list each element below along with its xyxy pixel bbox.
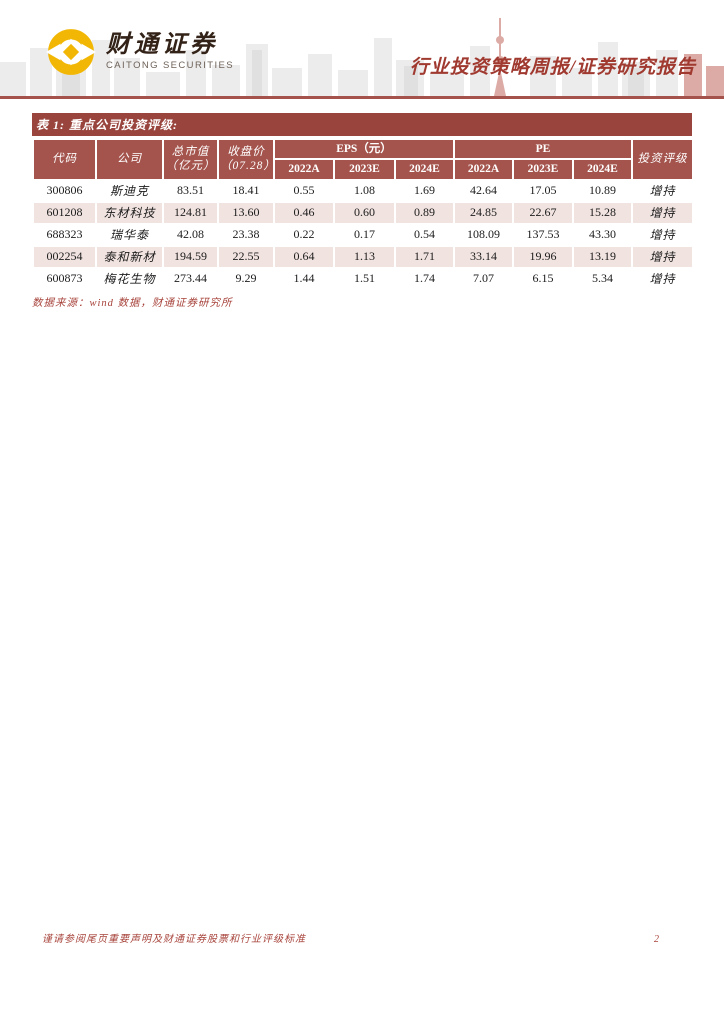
cell-company: 梅花生物: [95, 266, 164, 291]
cell-eps-2023e: 1.08: [333, 178, 396, 203]
cell-pe-2023e: 17.05: [512, 178, 575, 203]
cell-rating: 增持: [631, 178, 695, 203]
cell-market-cap: 42.08: [162, 222, 219, 247]
col-header-company: 公司: [95, 138, 164, 181]
cell-eps-2024e: 0.54: [393, 222, 456, 247]
company-logo: 财通证券 CAITONG SECURITIES: [46, 27, 234, 77]
cell-pe-2023e: 22.67: [512, 200, 575, 225]
cell-pe-2024e: 10.89: [572, 178, 634, 203]
table-row: 688323 瑞华泰 42.08 23.38 0.22 0.17 0.54 10…: [32, 222, 695, 247]
cell-eps-2023e: 1.51: [333, 266, 396, 291]
caitong-coin-icon: [46, 29, 96, 75]
cell-company: 泰和新材: [95, 244, 164, 269]
col-header-market-cap: 总市值 （亿元）: [162, 138, 219, 181]
cell-pe-2024e: 5.34: [572, 266, 634, 291]
logo-text: 财通证券 CAITONG SECURITIES: [106, 31, 234, 72]
cell-eps-2024e: 0.89: [393, 200, 456, 225]
table-header-row-1: 代码 公司 总市值 （亿元） 收盘价 （07.28） EPS（元） PE 投资评…: [32, 137, 695, 181]
eps-year-2024E: 2024E: [393, 158, 456, 181]
cell-company: 东材科技: [95, 200, 164, 225]
market-cap-line1: 总市值: [171, 146, 210, 158]
cell-rating: 增持: [631, 266, 695, 291]
cell-eps-2023e: 0.17: [333, 222, 396, 247]
page-header: 财通证券 CAITONG SECURITIES 行业投资策略周报/证券研究报告: [0, 0, 724, 99]
col-group-eps: EPS（元）: [272, 137, 456, 161]
cell-close: 22.55: [217, 244, 275, 269]
cell-eps-2022a: 0.46: [273, 200, 335, 225]
pe-year-2024E: 2024E: [572, 158, 634, 181]
cell-rating: 增持: [631, 200, 695, 225]
cell-pe-2022a: 108.09: [453, 222, 515, 247]
table-row: 600873 梅花生物 273.44 9.29 1.44 1.51 1.74 7…: [32, 266, 695, 291]
cell-pe-2024e: 13.19: [572, 244, 634, 269]
table-title: 表 1: 重点公司投资评级:: [32, 113, 692, 138]
col-header-close-price: 收盘价 （07.28）: [217, 138, 276, 181]
cell-eps-2024e: 1.71: [393, 244, 456, 269]
cell-pe-2023e: 19.96: [512, 244, 575, 269]
cell-eps-2022a: 0.22: [273, 222, 335, 247]
table-row: 300806 斯迪克 83.51 18.41 0.55 1.08 1.69 42…: [32, 178, 695, 203]
eps-year-2023E: 2023E: [333, 158, 396, 181]
cell-pe-2022a: 7.07: [453, 266, 515, 291]
cell-company: 斯迪克: [95, 178, 164, 203]
close-price-line1: 收盘价: [227, 146, 265, 158]
cell-rating: 增持: [631, 222, 695, 247]
skyline-watermark: [0, 18, 724, 96]
cell-close: 18.41: [217, 178, 275, 203]
table-row: 601208 东材科技 124.81 13.60 0.46 0.60 0.89 …: [32, 200, 695, 225]
page-footer: 谨请参阅尾页重要声明及财通证券股票和行业评级标准 2: [42, 930, 660, 945]
cell-pe-2022a: 33.14: [453, 244, 515, 269]
cell-rating: 增持: [631, 244, 695, 269]
cell-market-cap: 124.81: [162, 200, 219, 225]
cell-market-cap: 273.44: [162, 266, 219, 291]
data-source-note: 数据来源：wind 数据，财通证券研究所: [32, 297, 233, 309]
pe-year-2022A: 2022A: [453, 158, 515, 181]
cell-market-cap: 194.59: [162, 244, 219, 269]
cell-eps-2023e: 1.13: [333, 244, 396, 269]
logo-name-en: CAITONG SECURITIES: [106, 60, 234, 72]
cell-pe-2022a: 42.64: [453, 178, 515, 203]
cell-code: 600873: [32, 266, 97, 291]
cell-pe-2022a: 24.85: [453, 200, 515, 225]
eps-year-2022A: 2022A: [273, 158, 335, 181]
col-group-pe: PE: [453, 137, 634, 161]
cell-company: 瑞华泰: [95, 222, 164, 247]
cell-pe-2023e: 6.15: [512, 266, 575, 291]
cell-code: 688323: [32, 222, 97, 247]
logo-name-cn: 财通证券: [106, 31, 218, 58]
cell-close: 9.29: [217, 266, 275, 291]
table-header-row-2: 2022A 2023E 2024E 2022A 2023E 2024E: [33, 158, 693, 181]
market-cap-line2: （亿元）: [165, 160, 216, 173]
col-header-rating: 投资评级: [631, 138, 695, 181]
cell-pe-2023e: 137.53: [512, 222, 575, 247]
close-price-line2: （07.28）: [220, 160, 276, 173]
cell-code: 300806: [32, 178, 97, 203]
report-type-title: 行业投资策略周报/证券研究报告: [409, 57, 696, 78]
cell-code: 601208: [32, 200, 97, 225]
footer-disclaimer: 谨请参阅尾页重要声明及财通证券股票和行业评级标准: [42, 934, 306, 945]
cell-eps-2022a: 1.44: [273, 266, 335, 291]
key-companies-table: 代码 公司 总市值 （亿元） 收盘价 （07.28） EPS（元） PE 投资评…: [32, 137, 695, 291]
pearl-tower-icon: [494, 18, 506, 96]
page-number: 2: [654, 934, 660, 945]
cell-eps-2023e: 0.60: [333, 200, 396, 225]
cell-eps-2024e: 1.69: [393, 178, 456, 203]
pe-year-2023E: 2023E: [512, 158, 575, 181]
cell-close: 13.60: [217, 200, 275, 225]
cell-market-cap: 83.51: [162, 178, 219, 203]
cell-pe-2024e: 15.28: [572, 200, 634, 225]
cell-eps-2022a: 0.64: [273, 244, 335, 269]
cell-close: 23.38: [217, 222, 275, 247]
cell-pe-2024e: 43.30: [572, 222, 634, 247]
col-header-code: 代码: [32, 138, 97, 181]
cell-eps-2022a: 0.55: [273, 178, 335, 203]
header-divider: [0, 96, 724, 99]
cell-code: 002254: [32, 244, 97, 269]
table-row: 002254 泰和新材 194.59 22.55 0.64 1.13 1.71 …: [32, 244, 695, 269]
key-companies-table-block: 表 1: 重点公司投资评级: 代码 公司 总市值 （亿元） 收盘价: [32, 113, 695, 310]
cell-eps-2024e: 1.74: [393, 266, 456, 291]
